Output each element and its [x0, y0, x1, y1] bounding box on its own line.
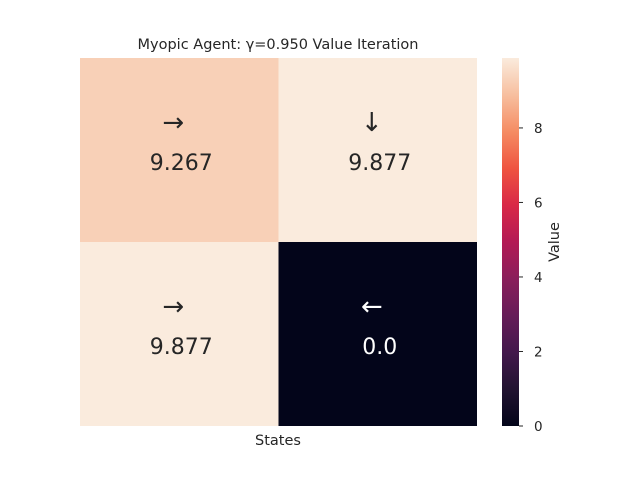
colorbar-ticks: 0 2 4 6 8 — [519, 121, 543, 435]
chart-title: Myopic Agent: γ=0.950 Value Iteration — [138, 37, 419, 53]
x-axis-label: States — [255, 433, 301, 449]
cell-value-r1-c1: 0.0 — [362, 335, 397, 360]
heatmap-cell-r1-c1 — [278, 242, 477, 426]
colorbar-tick-label-4: 4 — [534, 270, 543, 286]
heatmap-cell-r1-c0 — [80, 242, 279, 426]
heatmap-cell-r0-c0 — [80, 58, 279, 242]
policy-arrow-r1-c0: → — [162, 292, 184, 322]
policy-arrow-r0-c0: → — [162, 108, 184, 138]
heatmap-cell-labels: → 9.267 ↓ 9.877 → 9.877 ← 0.0 — [150, 108, 411, 360]
cell-value-r0-c0: 9.267 — [150, 151, 213, 176]
policy-arrow-r0-c1: ↓ — [361, 108, 383, 138]
policy-arrow-r1-c1: ← — [361, 292, 383, 322]
colorbar-tick-label-0: 0 — [534, 419, 543, 435]
colorbar-label: Value — [547, 222, 563, 262]
heatmap-cells — [80, 58, 477, 426]
cell-value-r0-c1: 9.877 — [348, 151, 411, 176]
colorbar-tick-label-8: 8 — [534, 121, 543, 137]
heatmap-cell-r0-c1 — [278, 58, 477, 242]
cell-value-r1-c0: 9.877 — [150, 335, 213, 360]
colorbar-tick-label-2: 2 — [534, 344, 543, 360]
colorbar-tick-label-6: 6 — [534, 195, 543, 211]
colorbar — [502, 58, 519, 426]
